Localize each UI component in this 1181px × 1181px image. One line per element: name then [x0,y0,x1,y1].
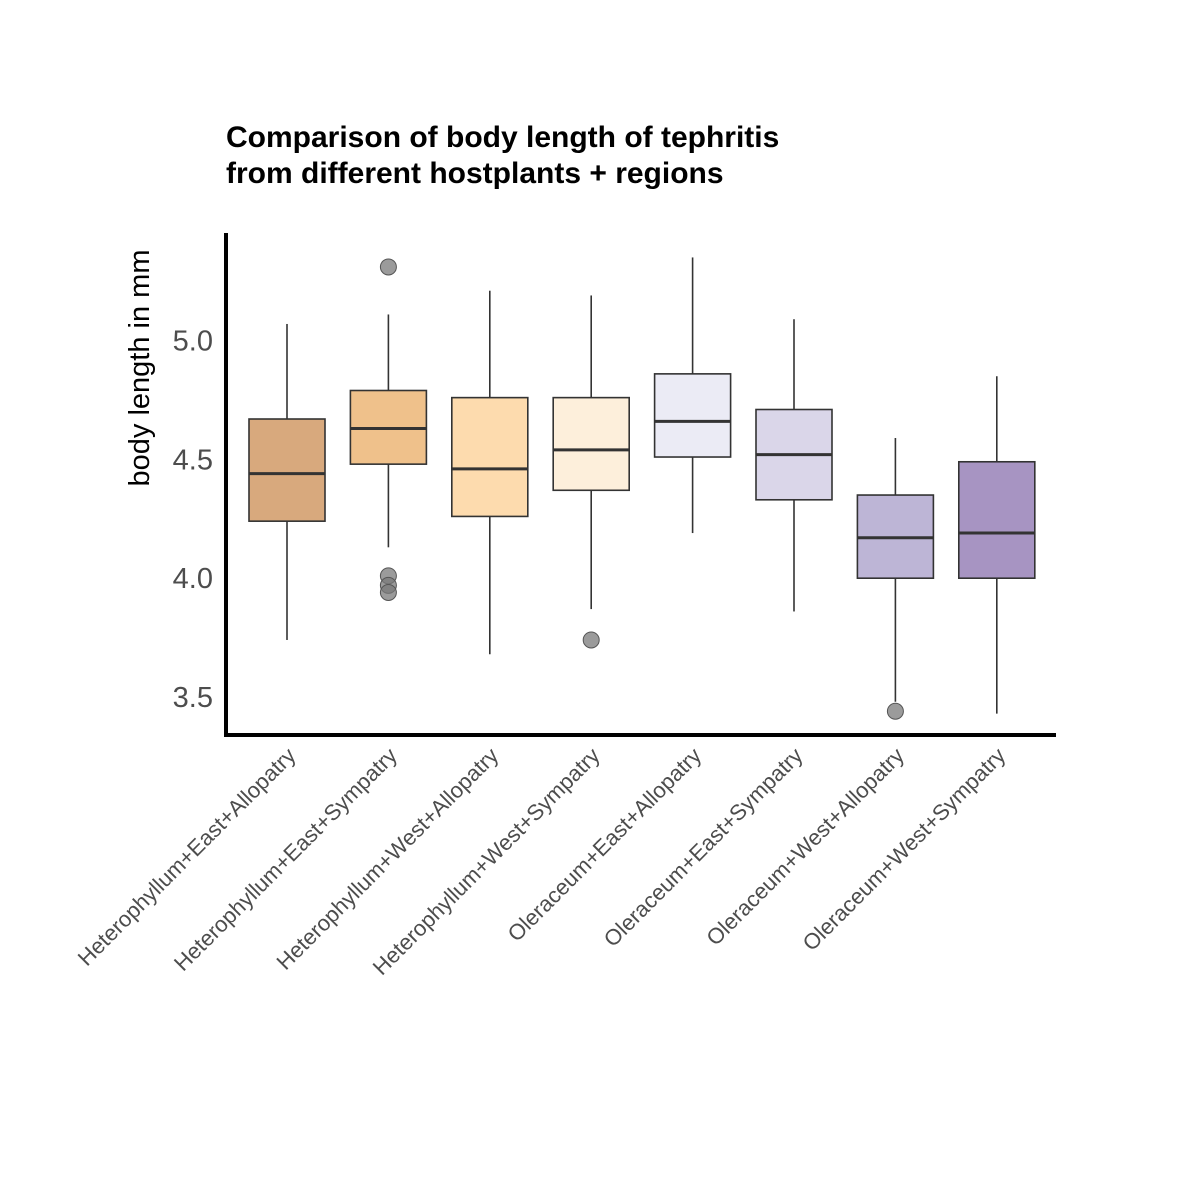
chart-title-line-2: from different hostplants + regions [226,157,724,190]
box-iqr [957,460,1036,580]
boxes-layer [248,257,1036,720]
x-tick-label: Oleraceum+West+Sympatry [798,743,1011,956]
y-axis-title: body length in mm [124,250,156,487]
y-tick-label: 3.5 [173,682,213,714]
box-group [856,438,935,720]
box-iqr [450,396,529,518]
chart-title-line-1: Comparison of body length of tephritis [226,121,780,154]
x-tick-label: Heterophyllum+East+Allopatry [73,743,301,971]
x-tick-label: Oleraceum+East+Sympatry [599,743,808,952]
box-group [653,257,732,534]
outlier-point [379,583,397,601]
box-group [248,323,326,640]
y-tick-label: 5.0 [173,326,213,358]
box-iqr [248,418,326,522]
y-tick-label: 4.5 [173,444,213,476]
box-group [957,376,1036,714]
outlier-point [886,702,904,720]
x-axis-ticks: Heterophyllum+East+AllopatryHeterophyllu… [73,743,1011,980]
box-group [755,319,833,612]
x-tick-label: Oleraceum+East+Allopatry [503,743,707,947]
x-tick-label: Heterophyllum+East+Sympatry [169,743,402,976]
chart-title: Comparison of body length of tephritis f… [226,120,1126,192]
box-iqr [653,373,732,458]
outlier-point [379,258,397,276]
x-tick-label: Oleraceum+West+Allopatry [701,743,909,951]
y-axis-title-group: body length in mm [124,250,156,487]
box-group [450,290,529,655]
box-group [552,295,631,649]
outlier-point [582,631,600,649]
y-axis-ticks: 3.5 4.0 4.5 5.0 [173,326,213,714]
box-iqr [552,396,631,492]
y-tick-label: 4.0 [173,563,213,595]
box-group [349,258,428,601]
x-tick-label: Heterophyllum+West+Allopatry [272,743,504,975]
